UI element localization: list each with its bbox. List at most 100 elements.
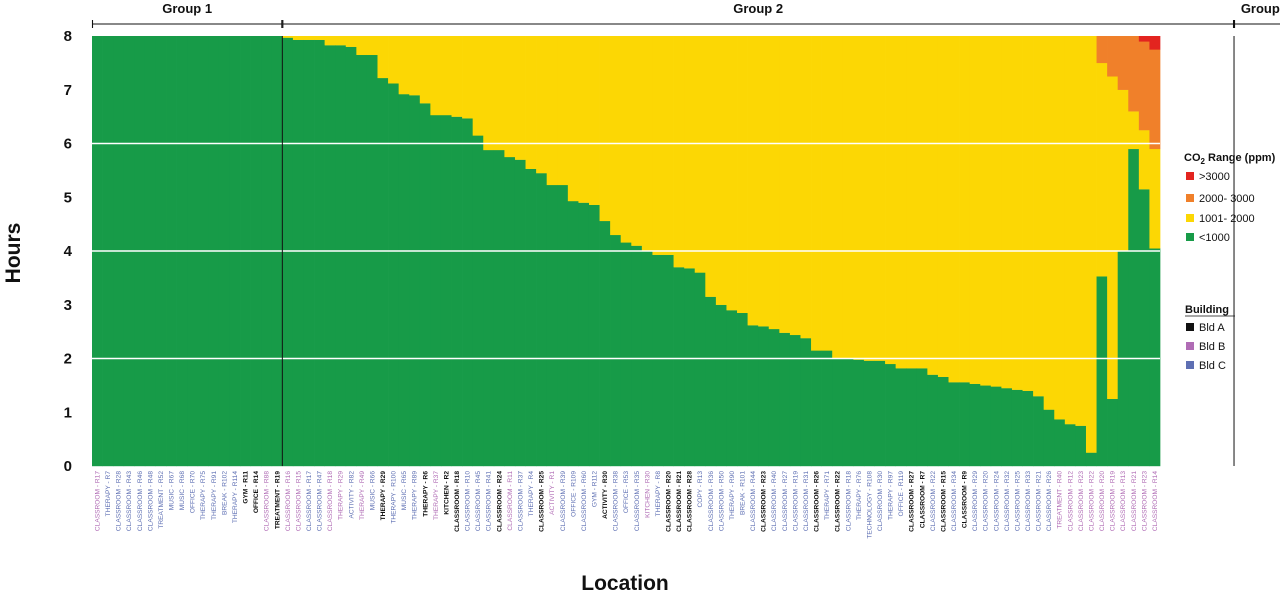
location-label-9: OFFICE - R70 [190,471,197,513]
bar-red-100 [1149,36,1161,50]
bar-yellow-43 [546,36,558,186]
location-label-61: BREAK - R101 [740,471,747,515]
bar-green-83 [969,383,981,467]
location-label-78: CLASSROOM - R7 [919,471,926,528]
bar-yellow-75 [885,36,896,365]
location-label-44: CLASSROOM - R39 [560,471,567,531]
bar-green-58 [705,296,717,467]
legend-swatch-lt1000 [1186,233,1194,241]
bar-yellow-99 [1138,130,1150,190]
location-label-32: THERAPY - R37 [433,471,440,520]
bar-green-66 [789,334,801,467]
location-label-46: CLASSROOM - R60 [581,471,588,531]
location-label-87: CLASSROOM - R25 [1014,471,1021,531]
location-label-31: THERAPY - R6 [422,471,429,517]
location-label-5: CLASSROOM - R48 [147,471,154,531]
location-label-21: CLASSROOM - R47 [317,471,324,531]
location-label-95: CLASSROOM - R20 [1099,471,1106,531]
location-label-79: CLASSROOM - R22 [930,471,937,531]
location-label-0: CLASSROOM - R17 [94,471,101,531]
bar-yellow-38 [493,36,505,151]
bar-yellow-77 [906,36,918,369]
location-label-34: CLASSROOM - R18 [454,471,461,532]
bar-yellow-89 [1033,36,1045,397]
bar-yellow-83 [969,36,981,384]
location-label-52: KITCHEN - R30 [644,471,651,518]
bar-green-50 [620,242,632,467]
co2-legend-title: CO2 Range (ppm) [1184,152,1276,166]
legend-label-lt1000: <1000 [1199,232,1230,244]
bar-green-80 [937,376,949,467]
bar-yellow-94 [1085,36,1097,453]
bar-green-53 [652,254,664,467]
location-label-80: CLASSROOM - R15 [940,471,947,532]
bar-green-74 [874,360,886,467]
building-label-a: Bld A [1199,322,1225,334]
building-swatch-c [1186,361,1194,369]
bar-yellow-21 [314,36,325,40]
bar-yellow-49 [610,36,622,236]
bar-green-21 [314,39,325,467]
bar-green-63 [758,326,770,467]
location-label-48: ACTIVITY - R30 [602,471,609,519]
bar-green-100 [1149,248,1161,467]
bar-green-41 [525,168,537,467]
bar-yellow-76 [895,36,907,369]
bar-green-96 [1107,398,1119,467]
location-label-72: THERAPY - R76 [856,471,863,520]
bar-yellow-65 [779,36,791,333]
location-label-97: CLASSROOM - R13 [1120,471,1127,531]
bar-green-71 [842,358,854,467]
location-label-29: MUSIC - R65 [401,471,408,511]
y-tick-6: 6 [64,136,72,153]
location-label-42: CLASSROOM - R25 [539,471,546,532]
location-label-3: CLASSROOM - R43 [126,471,133,531]
group-label-0: Group 1 [162,1,212,16]
bar-yellow-70 [832,36,844,359]
location-label-90: CLASSROOM - R26 [1046,471,1053,531]
location-label-35: CLASSROOM - R10 [465,471,472,531]
bar-yellow-64 [768,36,780,330]
location-label-71: CLASSROOM - R18 [845,471,852,531]
location-label-19: CLASSROOM - R15 [295,471,302,531]
bar-green-45 [567,201,579,467]
bar-yellow-85 [990,36,1002,387]
bar-green-69 [821,350,833,467]
bar-yellow-56 [684,36,696,269]
bar-red-99 [1138,36,1150,42]
bar-yellow-57 [694,36,706,273]
bar-green-23 [335,45,347,467]
bar-yellow-44 [557,36,569,186]
bar-green-94 [1085,452,1097,467]
building-swatch-a [1186,323,1194,331]
location-label-41: THERAPY - R4 [528,471,535,517]
bar-yellow-96 [1107,76,1119,400]
location-label-39: CLASSROOM - R11 [507,471,514,531]
bar-green-18 [282,37,294,467]
gridlines-layer [92,142,1160,360]
location-label-6: TREATMENT - R52 [158,471,165,529]
bar-yellow-86 [1001,36,1013,389]
location-label-99: CLASSROOM - R23 [1141,471,1148,531]
bar-yellow-82 [959,36,971,383]
bar-green-51 [631,245,643,467]
bar-yellow-62 [747,36,759,326]
building-label-c: Bld C [1199,360,1226,372]
building-swatch-b [1186,342,1194,350]
bar-orange-95 [1096,36,1108,64]
bar-green-76 [895,368,907,467]
building-legend: Building Bld A Bld B Bld C [1185,304,1235,372]
bar-green-40 [514,159,526,467]
y-axis-ticks: 0 1 2 3 4 5 6 7 8 [64,28,73,475]
location-label-11: THERAPY - R91 [211,471,218,520]
bar-green-48 [599,220,611,467]
bar-green-73 [863,360,875,467]
x-axis-label: Location [581,572,669,594]
bar-yellow-20 [303,36,315,40]
location-label-86: CLASSROOM - R32 [1004,471,1011,531]
location-label-57: COPY - R13 [697,471,704,508]
location-label-2: CLASSROOM - R28 [116,471,123,531]
y-tick-0: 0 [64,458,72,475]
bar-yellow-66 [789,36,801,336]
